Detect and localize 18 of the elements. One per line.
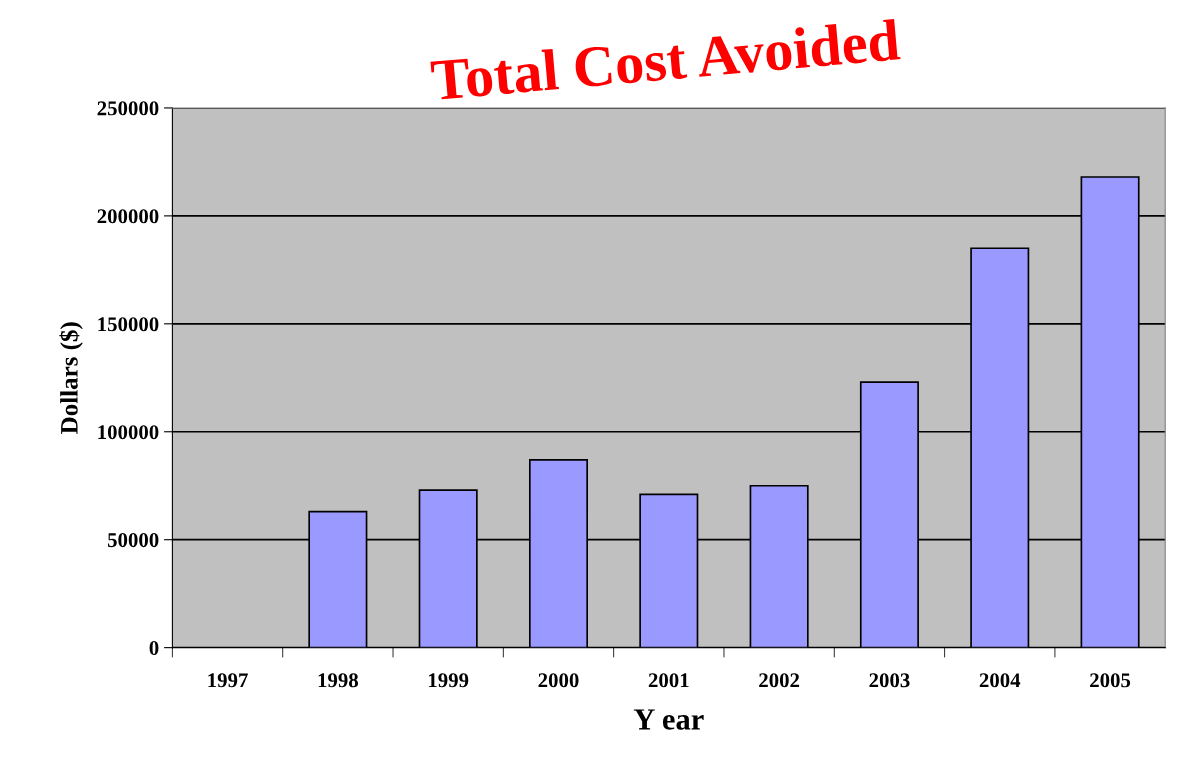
x-tick-label: 2002 (759, 673, 800, 688)
x-tick-label: 1997 (208, 673, 248, 688)
x-tick-label: 2003 (869, 673, 910, 688)
y-tick-label: 200000 (97, 209, 159, 224)
y-tick-label: 50000 (107, 533, 159, 548)
y-tick-label: 150000 (98, 317, 159, 332)
y-tick-label: 0 (149, 641, 159, 656)
y-axis-title: Dollars ($) (59, 322, 83, 434)
y-tick-label: 250000 (97, 101, 159, 116)
x-tick-label: 2005 (1090, 673, 1131, 688)
x-tick-label: 2001 (648, 673, 689, 688)
chart-title: Total Cost Avoided (430, 18, 901, 101)
x-tick-label: 1998 (318, 673, 359, 688)
x-tick-label: 2000 (538, 673, 579, 688)
x-tick-label: 2004 (979, 673, 1021, 688)
x-axis-title: Y ear (633, 709, 704, 730)
y-tick-label: 100000 (98, 425, 159, 440)
x-tick-label: 1999 (429, 673, 469, 688)
